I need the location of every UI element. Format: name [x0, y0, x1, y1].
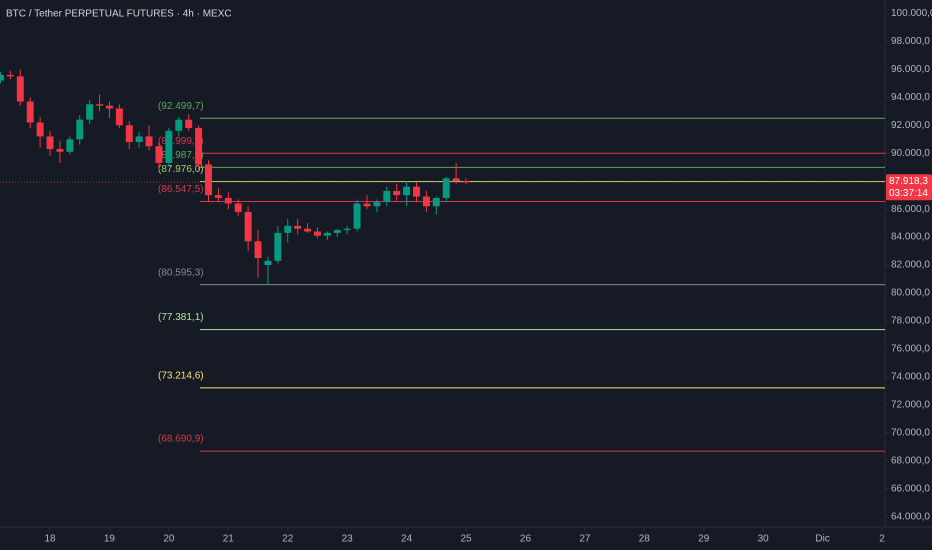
candle-body — [16, 76, 24, 102]
y-tick-label: 96.000,0 — [891, 64, 930, 75]
x-tick-label: 20 — [163, 534, 175, 545]
candle-body — [36, 122, 44, 137]
countdown: 03:37:14 — [889, 188, 928, 199]
y-tick-label: 74.000,0 — [891, 372, 930, 383]
candle-body — [76, 119, 84, 140]
y-tick-label: 98.000,0 — [891, 36, 930, 47]
y-tick-label: 100.000,0 — [891, 8, 932, 19]
x-tick-label: 26 — [520, 534, 532, 545]
candle-body — [135, 136, 143, 143]
candle-body — [393, 190, 401, 196]
y-tick-label: 64.000,0 — [891, 511, 930, 522]
candle-body — [264, 260, 272, 266]
candle-body — [6, 74, 14, 77]
candle-body — [462, 181, 470, 183]
x-tick-label: 24 — [401, 534, 413, 545]
y-tick-label: 66.000,0 — [891, 483, 930, 494]
candle-body — [96, 104, 104, 106]
candle-body — [353, 203, 361, 229]
x-tick-label: 25 — [460, 534, 472, 545]
level-label: (80.595,3) — [158, 267, 204, 278]
y-tick-label: 94.000,0 — [891, 92, 930, 103]
candle-body — [244, 211, 252, 242]
candle-body — [413, 186, 420, 197]
level-label: (89.999,8) — [158, 136, 204, 147]
level-label: (68.690,9) — [158, 434, 204, 445]
level-label: (92.499,7) — [158, 101, 204, 112]
y-tick-label: 90.000,0 — [891, 148, 930, 159]
x-tick-label: 21 — [223, 534, 235, 545]
y-tick-label: 76.000,0 — [891, 344, 930, 355]
candle-body — [115, 108, 123, 126]
x-tick-label: 22 — [282, 534, 294, 545]
y-tick-label: 80.000,0 — [891, 288, 930, 299]
candle-body — [373, 202, 381, 207]
x-tick-label: 23 — [342, 534, 354, 545]
x-tick-label: 28 — [639, 534, 651, 545]
level-label: (86.547,5) — [158, 184, 204, 195]
candle-body — [234, 203, 242, 212]
candle-body — [205, 164, 212, 196]
candle-body — [56, 149, 64, 152]
candle-body — [343, 228, 351, 231]
level-label: (73.214,6) — [158, 370, 204, 381]
y-tick-label: 84.000,0 — [891, 232, 930, 243]
candle-body — [86, 104, 94, 120]
candle-body — [165, 130, 173, 163]
y-tick-label: 78.000,0 — [891, 316, 930, 327]
y-tick-label: 68.000,0 — [891, 455, 930, 466]
x-tick-label: 27 — [579, 534, 591, 545]
x-tick-label: Dic — [815, 534, 829, 545]
chart-title: BTC / Tether PERPETUAL FUTURES · 4h · ME… — [6, 9, 232, 20]
candle-body — [313, 231, 321, 236]
last-price-label: 87.918,3 — [889, 176, 928, 187]
candle-body — [175, 119, 183, 131]
candle-body — [403, 186, 411, 196]
y-tick-label: 92.000,0 — [891, 120, 930, 131]
y-tick-label: 82.000,0 — [891, 260, 930, 271]
candle-body — [195, 128, 203, 165]
candle-body — [66, 139, 74, 152]
level-label: (87.976,0) — [158, 164, 204, 175]
candle-body — [46, 136, 54, 150]
y-tick-label: 72.000,0 — [891, 399, 930, 410]
candle-body — [452, 178, 460, 182]
y-tick-label: 86.000,0 — [891, 204, 930, 215]
candle-body — [214, 195, 222, 198]
last-price-tag — [886, 174, 932, 201]
candle-body — [363, 203, 371, 207]
level-label: (88.987,9) — [158, 150, 204, 161]
candle-body — [294, 225, 302, 229]
candle-body — [304, 228, 312, 232]
candle-body — [383, 190, 391, 203]
x-tick-label: 19 — [104, 534, 116, 545]
candle-body — [432, 197, 440, 207]
candle-body — [224, 197, 232, 204]
candle-body — [442, 178, 450, 198]
candle-body — [125, 125, 133, 143]
x-tick-label: 2 — [879, 534, 885, 545]
x-tick-label: 30 — [758, 534, 770, 545]
level-label: (77.381,1) — [158, 312, 204, 323]
candle-body — [0, 74, 4, 81]
y-tick-label: 70.000,0 — [891, 427, 930, 438]
x-tick-label: 29 — [698, 534, 710, 545]
candle-body — [333, 230, 341, 233]
candle-body — [284, 225, 292, 233]
candle-body — [274, 232, 282, 261]
candle-body — [145, 136, 153, 147]
candle-body — [185, 119, 193, 129]
candle-body — [26, 101, 34, 123]
candle-body — [422, 196, 430, 207]
candle-body — [254, 241, 262, 259]
candle-body — [323, 232, 331, 236]
x-tick-label: 18 — [44, 534, 56, 545]
candle-body — [105, 105, 113, 109]
candle-body — [155, 146, 163, 163]
